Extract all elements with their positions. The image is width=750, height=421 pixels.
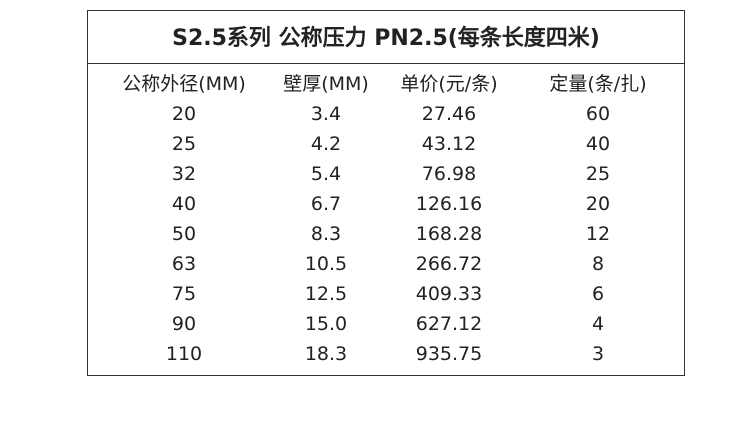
table-cell: 63 <box>171 253 197 275</box>
table-cell: 12 <box>585 223 611 245</box>
table-cell: 76.98 <box>421 163 477 185</box>
column-header: 定量(条/扎) <box>549 73 647 95</box>
table-cell: 5.4 <box>310 163 342 185</box>
table-cell: 43.12 <box>421 133 477 155</box>
table-cell: 32 <box>171 163 197 185</box>
table-cell: 40 <box>585 133 611 155</box>
table-cell: 15.0 <box>304 313 348 335</box>
table-cell: 27.46 <box>421 103 477 125</box>
table-cell: 12.5 <box>304 283 348 305</box>
table-cell: 3 <box>591 343 605 365</box>
table-cell: 126.16 <box>415 193 483 215</box>
column-header: 壁厚(MM) <box>283 73 369 95</box>
table-cell: 75 <box>171 283 197 305</box>
table-cell: 168.28 <box>415 223 483 245</box>
table-frame: S2.5系列 公称压力 PN2.5(每条长度四米) 公称外径(MM) 壁厚(MM)… <box>87 10 685 376</box>
table-cell: 266.72 <box>415 253 483 275</box>
table-cell: 935.75 <box>415 343 483 365</box>
table-cell: 627.12 <box>415 313 483 335</box>
table-cell: 20 <box>585 193 611 215</box>
column-header: 公称外径(MM) <box>122 73 246 95</box>
table-title: S2.5系列 公称压力 PN2.5(每条长度四米) <box>88 11 684 64</box>
table-cell: 409.33 <box>415 283 483 305</box>
table-cell: 3.4 <box>310 103 342 125</box>
table-cell: 18.3 <box>304 343 348 365</box>
table-cell: 4 <box>591 313 605 335</box>
table-cell: 50 <box>171 223 197 245</box>
table-cell: 60 <box>585 103 611 125</box>
table-cell: 6.7 <box>310 193 342 215</box>
table-cell: 25 <box>585 163 611 185</box>
table-cell: 20 <box>171 103 197 125</box>
table-cell: 8 <box>591 253 605 275</box>
table-cell: 4.2 <box>310 133 342 155</box>
table-cell: 110 <box>165 343 203 365</box>
table-cell: 6 <box>591 283 605 305</box>
table-cell: 40 <box>171 193 197 215</box>
table-cell: 10.5 <box>304 253 348 275</box>
table-cell: 25 <box>171 133 197 155</box>
table-cell: 8.3 <box>310 223 342 245</box>
table-cell: 90 <box>171 313 197 335</box>
column-header: 单价(元/条) <box>400 73 498 95</box>
